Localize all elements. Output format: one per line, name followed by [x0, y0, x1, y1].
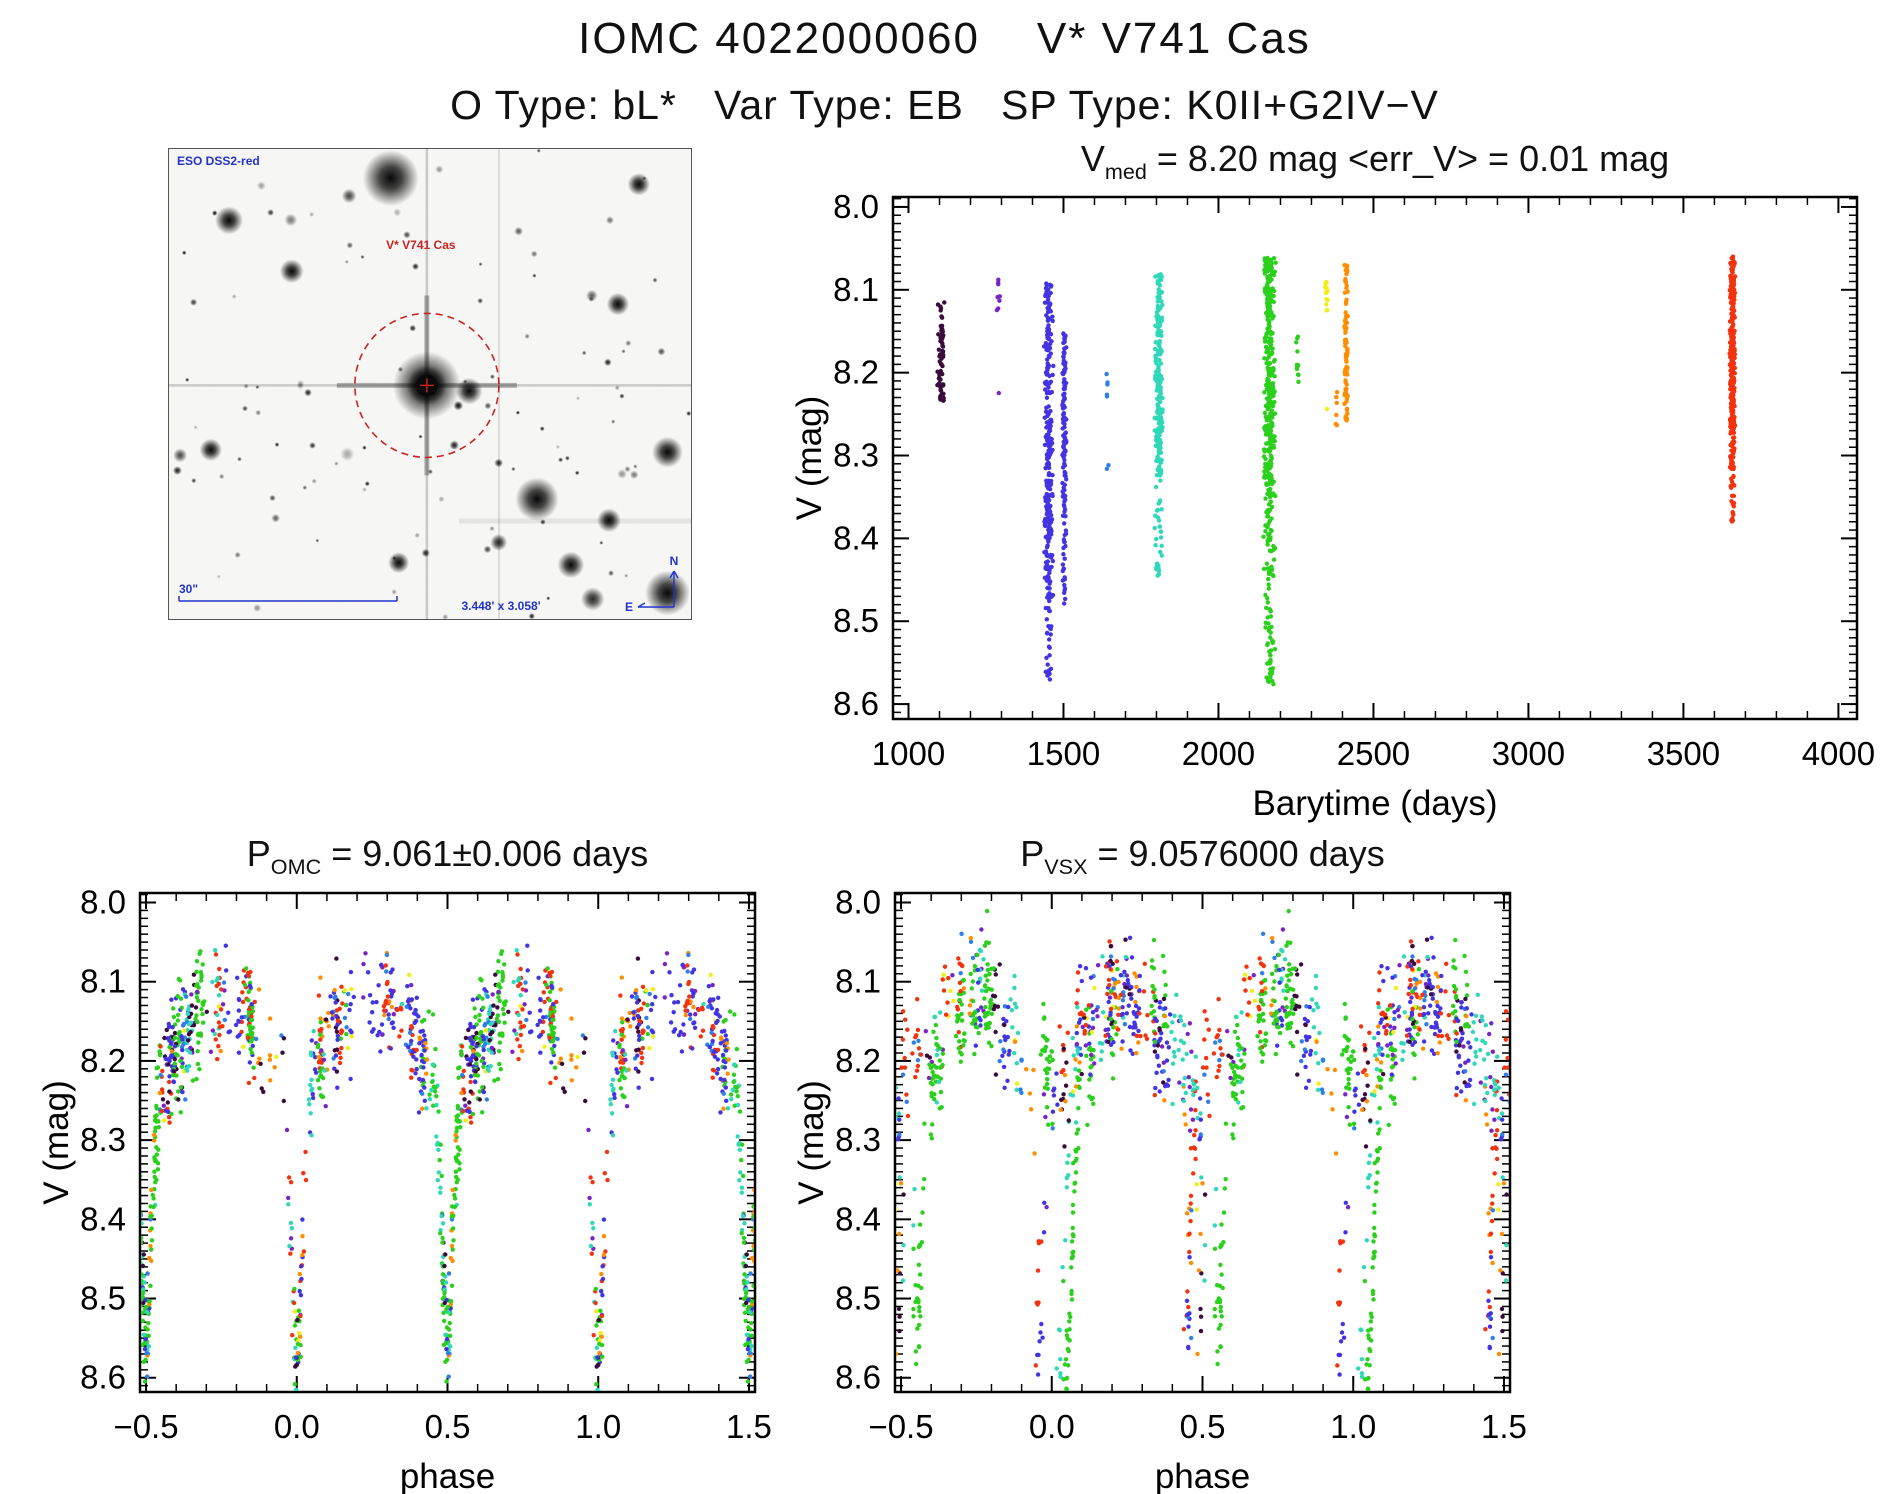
y-tick-label: 8.2 [833, 354, 879, 391]
title-base: P [246, 833, 271, 874]
y-tick-label: 8.0 [80, 884, 126, 921]
target-marker-circle [354, 312, 500, 459]
x-tick-label: 1.5 [726, 1408, 772, 1445]
x-tick-label: −0.5 [113, 1408, 178, 1445]
y-axis-label: V (mag) [795, 1080, 831, 1204]
compass-east-label: E [625, 600, 633, 614]
y-tick-label: 8.6 [833, 685, 879, 722]
data-points [935, 254, 1738, 687]
y-axis-label: V (mag) [40, 1080, 76, 1204]
y-axis-label: V (mag) [790, 396, 829, 520]
x-tick-label: −0.5 [868, 1408, 933, 1445]
scale-bar: 30" [178, 582, 398, 602]
vsx-phase-plot-title: PVSX = 9.0576000 days [895, 833, 1510, 880]
starfield-image: V* V741 Cas ESO DSS2-red 30" 3.448' x 3.058… [169, 149, 691, 619]
omc-phase-plot-title: POMC = 9.061±0.006 days [140, 833, 755, 880]
page-title: IOMC 4022000060 V* V741 Cas [578, 14, 1311, 63]
y-tick-label: 8.3 [835, 1121, 881, 1158]
y-tick-label: 8.4 [80, 1200, 126, 1237]
title-base: V [1080, 138, 1105, 179]
target-label: V* V741 Cas [386, 238, 456, 252]
title-subscript: med [1104, 159, 1147, 185]
axis-ticks: 1000 1500 2000 2500 3000 3500 4000 8.0 8.1 8.2 8.3… [790, 188, 1875, 823]
x-axis-label: phase [1155, 1457, 1250, 1494]
x-tick-label: 4000 [1802, 735, 1875, 772]
fov-label: 3.448' x 3.058' [461, 599, 540, 613]
y-tick-label: 8.6 [835, 1359, 881, 1396]
compass-north-label: N [670, 554, 679, 568]
y-tick-label: 8.1 [835, 963, 881, 1000]
background-stars [172, 149, 691, 619]
finder-chart: V* V741 Cas ESO DSS2-red 30" 3.448' x 3.058… [168, 148, 692, 620]
y-tick-label: 8.5 [833, 602, 879, 639]
axis-ticks: −0.5 0.0 0.5 1.0 1.5 8.0 8.1 8.2 8.3 8.4 8.5 8.6 pha… [40, 884, 772, 1494]
y-tick-label: 8.1 [833, 271, 879, 308]
x-tick-label: 1500 [1027, 735, 1100, 772]
x-tick-label: 0.0 [274, 1408, 320, 1445]
x-tick-label: 3000 [1492, 735, 1565, 772]
x-tick-label: 1000 [872, 735, 945, 772]
compass: NE [625, 554, 679, 614]
x-tick-label: 0.0 [1029, 1408, 1075, 1445]
x-axis-label: Barytime (days) [1252, 784, 1497, 823]
y-tick-label: 8.5 [835, 1280, 881, 1317]
barytime-scatter-plot: 1000 1500 2000 2500 3000 3500 4000 8.0 8.1 8.2 8.3… [790, 188, 1875, 823]
title-subscript: VSX [1044, 854, 1088, 880]
y-tick-label: 8.0 [835, 884, 881, 921]
omc-phase-plot: −0.5 0.0 0.5 1.0 1.5 8.0 8.1 8.2 8.3 8.4 8.5 8.6 pha… [40, 884, 772, 1494]
y-tick-label: 8.3 [833, 437, 879, 474]
x-tick-label: 3500 [1647, 735, 1720, 772]
y-tick-label: 8.5 [80, 1280, 126, 1317]
page-subtitle: O Type: bL* Var Type: EB SP Type: K0II+G… [450, 82, 1439, 128]
title-rest: = 9.0576000 days [1087, 833, 1385, 874]
y-tick-label: 8.3 [80, 1121, 126, 1158]
y-tick-label: 8.2 [80, 1042, 126, 1079]
vsx-phase-plot: −0.5 0.0 0.5 1.0 1.5 8.0 8.1 8.2 8.3 8.4 8.5 8.6 pha… [795, 884, 1527, 1494]
y-tick-label: 8.4 [833, 519, 879, 556]
title-base: P [1020, 833, 1045, 874]
data-points [896, 908, 1509, 1391]
title-rest: = 8.20 mag <err_V> = 0.01 mag [1146, 138, 1670, 179]
y-tick-label: 8.4 [835, 1200, 881, 1237]
data-points [141, 943, 754, 1391]
x-tick-label: 1.5 [1481, 1408, 1527, 1445]
x-tick-label: 1.0 [1330, 1408, 1376, 1445]
survey-label: ESO DSS2-red [177, 154, 260, 168]
y-tick-label: 8.6 [80, 1359, 126, 1396]
title-rest: = 9.061±0.006 days [321, 833, 649, 874]
title-subscript: OMC [270, 854, 322, 880]
x-tick-label: 2000 [1182, 735, 1255, 772]
x-tick-label: 0.5 [1180, 1408, 1226, 1445]
barytime-chart-title: Vmed = 8.20 mag <err_V> = 0.01 mag [893, 138, 1857, 185]
y-tick-label: 8.2 [835, 1042, 881, 1079]
x-tick-label: 1.0 [575, 1408, 621, 1445]
y-tick-label: 8.0 [833, 188, 879, 225]
x-axis-label: phase [400, 1457, 495, 1494]
x-tick-label: 2500 [1337, 735, 1410, 772]
axis-ticks: −0.5 0.0 0.5 1.0 1.5 8.0 8.1 8.2 8.3 8.4 8.5 8.6 pha… [795, 884, 1527, 1494]
x-tick-label: 0.5 [425, 1408, 471, 1445]
y-tick-label: 8.1 [80, 963, 126, 1000]
scale-bar-label: 30" [179, 582, 198, 596]
